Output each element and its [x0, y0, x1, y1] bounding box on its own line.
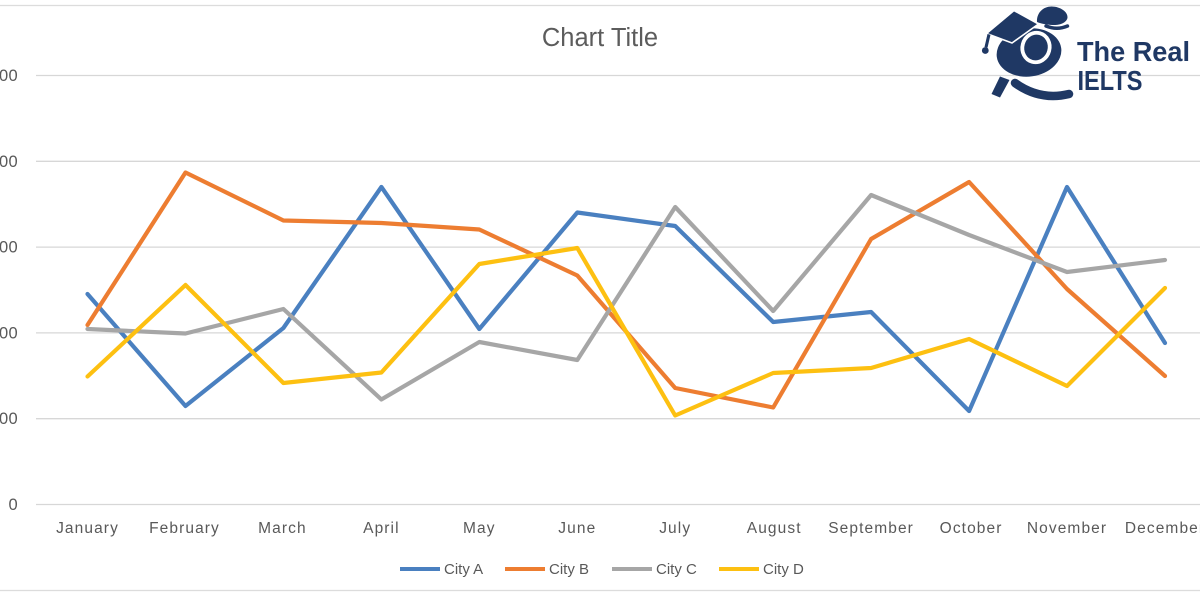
svg-text:July: July — [659, 520, 691, 537]
svg-text:September: September — [828, 520, 914, 537]
svg-text:January: January — [56, 520, 119, 537]
svg-text:June: June — [558, 520, 596, 537]
svg-text:1500: 1500 — [0, 239, 18, 257]
svg-text:1000: 1000 — [0, 324, 18, 342]
svg-text:IELTS: IELTS — [1078, 65, 1143, 96]
svg-text:October: October — [940, 520, 1003, 537]
svg-text:December: December — [1125, 520, 1200, 537]
svg-text:March: March — [258, 520, 307, 537]
svg-text:February: February — [149, 520, 220, 537]
svg-text:May: May — [463, 520, 496, 537]
svg-text:0: 0 — [9, 496, 18, 514]
svg-text:The Real: The Real — [1077, 36, 1190, 67]
svg-text:November: November — [1027, 520, 1107, 537]
svg-text:April: April — [363, 520, 400, 537]
svg-text:2000: 2000 — [0, 153, 18, 171]
svg-text:Chart Title: Chart Title — [542, 24, 658, 52]
svg-text:August: August — [747, 520, 802, 537]
svg-text:City D: City D — [763, 561, 804, 578]
svg-text:2500: 2500 — [0, 67, 18, 85]
svg-text:City C: City C — [656, 561, 697, 578]
svg-text:City B: City B — [549, 561, 589, 578]
svg-text:City A: City A — [444, 561, 483, 578]
svg-text:500: 500 — [0, 410, 18, 428]
